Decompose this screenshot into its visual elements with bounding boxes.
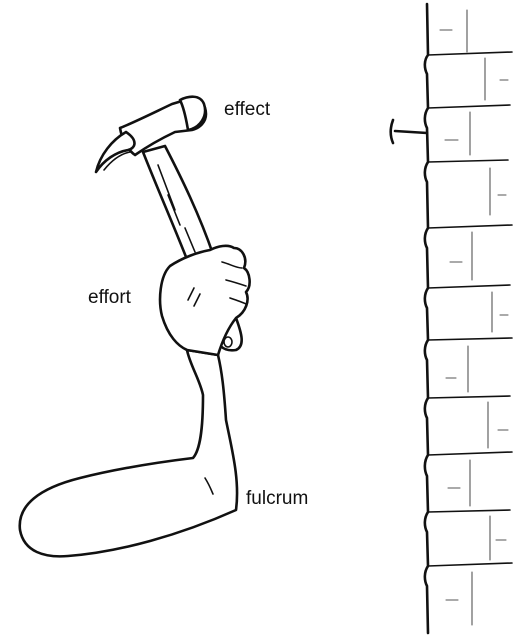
brick-joints bbox=[466, 9, 493, 626]
label-effect: effect bbox=[224, 99, 271, 120]
nail-shank bbox=[393, 129, 429, 135]
nail bbox=[389, 118, 429, 145]
knuckle-lines bbox=[221, 261, 247, 305]
fist bbox=[158, 244, 251, 357]
wall-outline bbox=[423, 2, 430, 635]
nail-head bbox=[389, 118, 395, 145]
claw-inner bbox=[103, 151, 131, 171]
handle-hole bbox=[223, 336, 233, 348]
elbow-crease bbox=[204, 477, 214, 495]
mortar-lines bbox=[427, 51, 513, 567]
fist-outline bbox=[158, 244, 251, 357]
arm bbox=[18, 348, 239, 558]
hammer-face bbox=[178, 95, 207, 132]
brick-wall bbox=[423, 2, 513, 635]
brick-texture bbox=[439, 29, 509, 601]
label-effort: effort bbox=[88, 287, 132, 308]
thumb-crease bbox=[187, 287, 201, 307]
arm-outline bbox=[18, 348, 239, 558]
label-fulcrum: fulcrum bbox=[246, 488, 308, 509]
handle-grain bbox=[157, 164, 196, 253]
hammer-claw bbox=[94, 130, 136, 174]
